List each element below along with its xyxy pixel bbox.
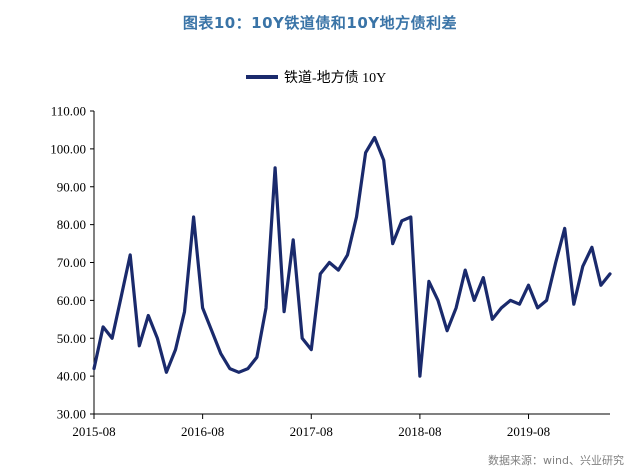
- y-tick-label: 30.00: [57, 407, 86, 422]
- y-tick-label: 40.00: [57, 369, 86, 384]
- x-tick-label: 2015-08: [72, 424, 115, 439]
- chart-title: 图表10：10Y铁道债和10Y地方债利差: [182, 14, 458, 32]
- y-tick-label: 80.00: [57, 217, 86, 232]
- chart-legend: 铁道-地方债 10Y: [246, 70, 386, 86]
- x-tick-label: 2018-08: [398, 424, 441, 439]
- x-tick-label: 2019-08: [507, 424, 550, 439]
- y-tick-label: 90.00: [57, 179, 86, 194]
- y-tick-label: 60.00: [57, 293, 86, 308]
- y-tick-label: 100.00: [50, 141, 86, 156]
- plot-area: [92, 135, 612, 378]
- y-tick-label: 110.00: [51, 104, 86, 119]
- y-tick-label: 50.00: [57, 331, 86, 346]
- x-tick-label: 2016-08: [181, 424, 224, 439]
- series-line: [92, 135, 612, 378]
- chart-axes: 30.00 40.00 50.00 60.00 70.00 80.00 90.00 100.0…: [50, 104, 610, 439]
- legend-label: 铁道-地方债 10Y: [284, 70, 386, 86]
- x-tick-label: 2017-08: [290, 424, 333, 439]
- y-tick-label: 70.00: [57, 255, 86, 270]
- source-note: 数据来源：wind、兴业研究: [487, 454, 624, 467]
